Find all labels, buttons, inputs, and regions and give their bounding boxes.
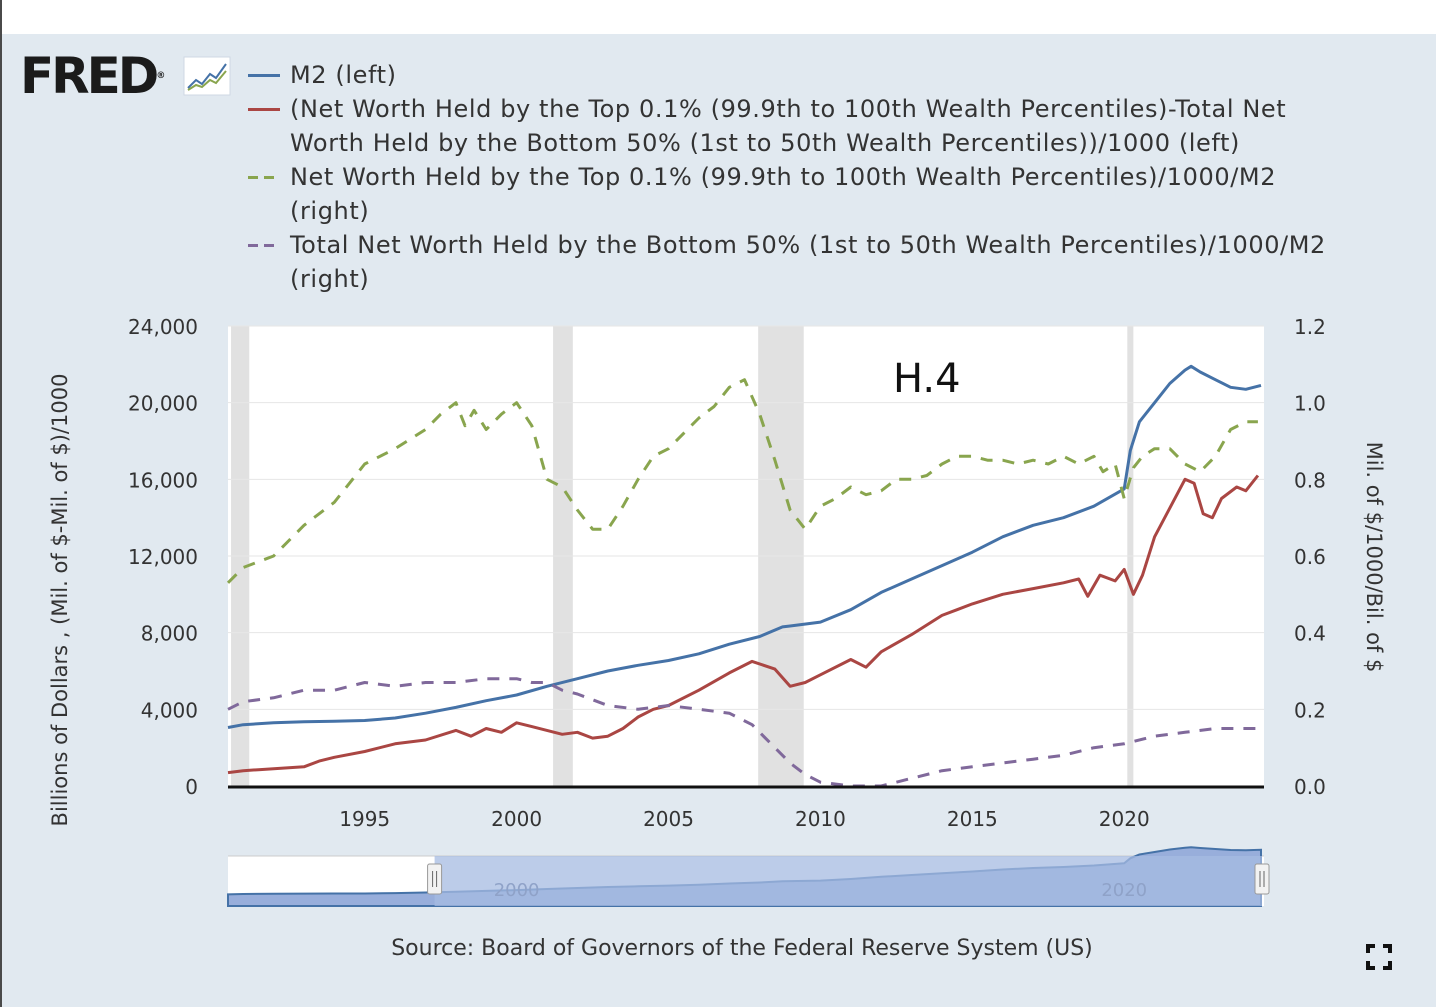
legend-label-top-ratio: Net Worth Held by the Top 0.1% (99.9th t…	[290, 163, 1277, 225]
legend-item-top-ratio[interactable]: Net Worth Held by the Top 0.1% (99.9th t…	[248, 160, 1348, 228]
fred-logo[interactable]: FRED®	[20, 46, 165, 106]
chart-annotation: H.4	[893, 356, 961, 402]
x-tick-label: 2020	[1099, 807, 1150, 831]
fullscreen-icon[interactable]	[1366, 944, 1392, 970]
line-chart-icon	[183, 56, 231, 96]
legend-label-wealth-difference: (Net Worth Held by the Top 0.1% (99.9th …	[290, 95, 1287, 157]
x-tick-label: 2015	[947, 807, 998, 831]
navigator-handle-right[interactable]	[1254, 863, 1270, 895]
series-line-bottom-ratio	[227, 677, 1258, 788]
series-line-wealth-difference	[227, 474, 1260, 775]
legend-item-bottom-ratio[interactable]: Total Net Worth Held by the Bottom 50% (…	[248, 228, 1348, 296]
x-tick-label: 1995	[339, 807, 390, 831]
gridlines	[228, 325, 1264, 710]
y-right-tick-label: 0.6	[1294, 545, 1326, 569]
y-left-tick-label: 24,000	[128, 315, 198, 339]
y-right-tick-label: 0.8	[1294, 468, 1326, 492]
logo-text: FRED	[20, 47, 159, 105]
legend-swatch-bottom-ratio	[248, 244, 280, 247]
legend-item-m2[interactable]: M2 (left)	[248, 58, 1348, 92]
y-left-tick-label: 12,000	[128, 545, 198, 569]
y-left-tick-label: 0	[185, 775, 198, 799]
legend-label-bottom-ratio: Total Net Worth Held by the Bottom 50% (…	[290, 231, 1326, 293]
y-left-tick-label: 16,000	[128, 468, 198, 492]
y-left-tick-label: 4,000	[141, 698, 198, 722]
y-left-tick-label: 20,000	[128, 392, 198, 416]
tick-labels: 0 4,000 8,000 12,000 16,000 20,000 24,000 0.0 0.…	[128, 315, 1326, 831]
navigator-selected-range[interactable]	[434, 856, 1262, 906]
y-right-tick-label: 1.2	[1294, 315, 1326, 339]
legend-item-wealth-difference[interactable]: (Net Worth Held by the Top 0.1% (99.9th …	[248, 92, 1348, 160]
y-left-tick-label: 8,000	[141, 622, 198, 646]
series-line-m2	[227, 364, 1262, 729]
window-border	[0, 0, 2, 1007]
navigator-tick-label: 2000	[494, 880, 540, 901]
series-lines	[226, 364, 1262, 788]
x-tick-label: 2010	[795, 807, 846, 831]
top-strip	[0, 0, 1436, 34]
range-navigator[interactable]: 2000 2020	[227, 846, 1270, 907]
legend-swatch-m2	[248, 74, 280, 77]
navigator-tick-label: 2020	[1101, 880, 1147, 901]
registered-mark: ®	[156, 71, 166, 81]
y-right-tick-label: 0.2	[1294, 698, 1326, 722]
series-line-top-ratio	[226, 378, 1258, 584]
legend-swatch-wealth-difference	[248, 108, 280, 111]
source-note: Source: Board of Governors of the Federa…	[391, 936, 1093, 961]
y-right-tick-label: 1.0	[1294, 392, 1326, 416]
chart-legend: M2 (left) (Net Worth Held by the Top 0.1…	[248, 58, 1348, 296]
y-right-tick-label: 0.0	[1294, 775, 1326, 799]
x-tick-label: 2000	[491, 807, 542, 831]
legend-label-m2: M2 (left)	[290, 61, 397, 89]
navigator-handle-left[interactable]	[427, 863, 443, 895]
y-right-tick-label: 0.4	[1294, 622, 1326, 646]
legend-swatch-top-ratio	[248, 176, 280, 179]
x-tick-label: 2005	[643, 807, 694, 831]
